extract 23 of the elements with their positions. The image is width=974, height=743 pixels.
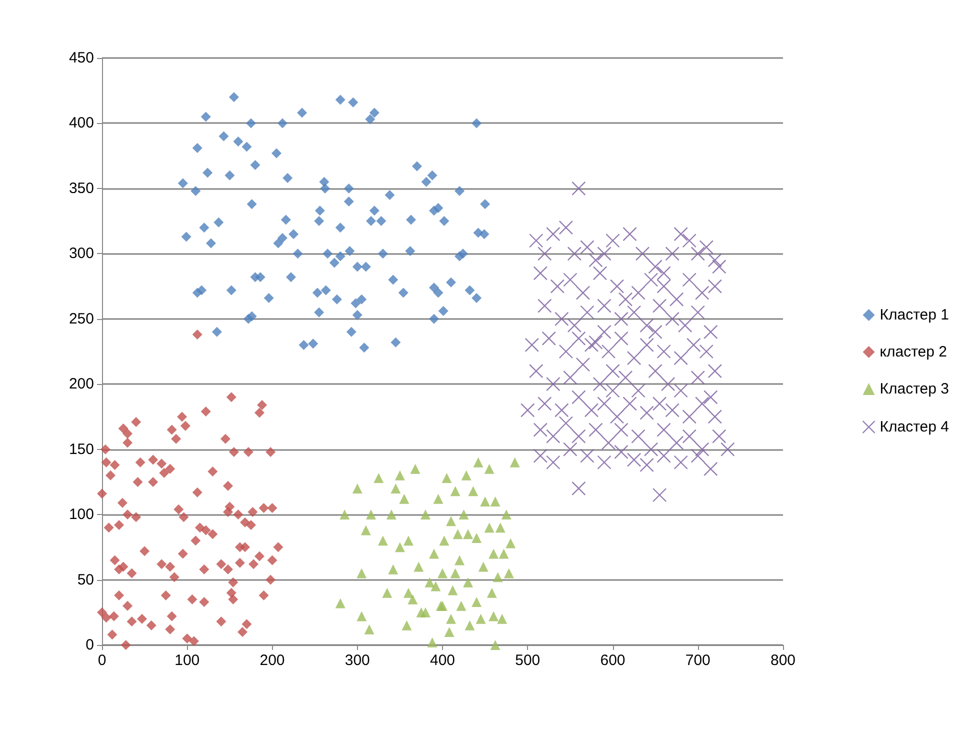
- x-tick-label: 0: [98, 652, 106, 669]
- x-tick-label: 400: [430, 652, 456, 669]
- x-tick-label: 600: [600, 652, 626, 669]
- y-tick-label: 150: [68, 440, 94, 458]
- x-tick-label: 200: [260, 652, 285, 669]
- legend-label: Кластер 3: [880, 380, 950, 398]
- x-tick-label: 700: [685, 652, 710, 669]
- legend-label: кластер 2: [880, 344, 948, 360]
- y-tick-label: 350: [68, 180, 94, 197]
- y-tick-label: 100: [68, 506, 94, 524]
- legend-label: Кластер 4: [880, 418, 950, 436]
- x-tick-label: 300: [344, 652, 370, 669]
- y-tick-label: 400: [68, 114, 94, 132]
- x-tick-label: 500: [515, 652, 540, 669]
- x-tick-label: 100: [174, 652, 200, 669]
- legend-label: Кластер 1: [880, 306, 950, 324]
- y-tick-label: 200: [68, 376, 94, 393]
- x-tick-label: 800: [770, 652, 796, 669]
- y-tick-label: 300: [68, 245, 94, 262]
- y-tick-label: 0: [86, 636, 94, 654]
- y-tick-label: 250: [68, 310, 94, 328]
- y-tick-label: 50: [77, 571, 94, 588]
- y-tick-label: 450: [68, 50, 94, 66]
